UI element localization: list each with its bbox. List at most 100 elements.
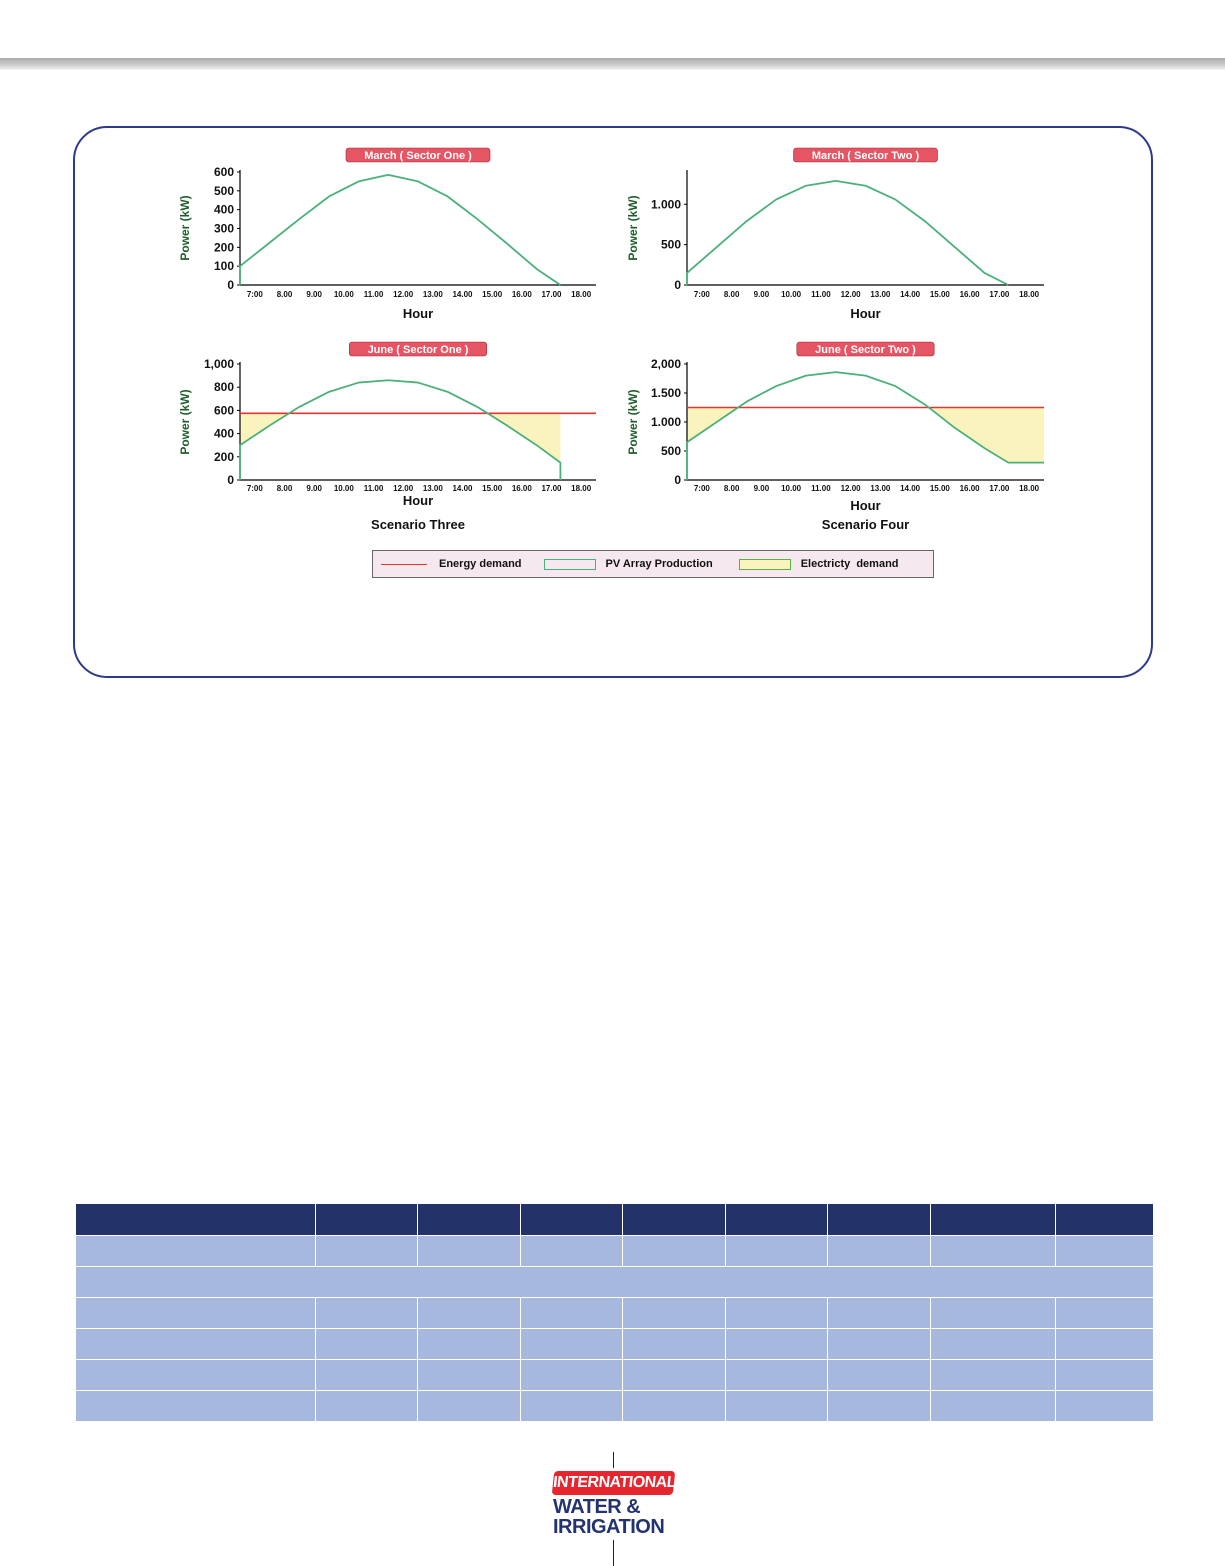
table-cell [1055,1235,1154,1267]
table-row [75,1390,1154,1422]
table-cell [417,1359,521,1391]
x-tick-label: 18.00 [571,290,592,299]
pv-production-line [686,179,1009,286]
y-tick-label: 1.000 [651,197,681,211]
table-cell [622,1390,726,1422]
x-tick-label: 18.00 [1019,290,1040,299]
legend-label: PV Array Production [605,558,713,570]
chart-subtitle: Scenario Three [371,517,465,532]
table-cell [725,1235,828,1267]
x-tick-label: 11.00 [811,484,831,493]
x-tick-label: 9.00 [754,484,770,493]
table-row [75,1328,1154,1360]
x-tick-label: 12.00 [393,484,414,493]
y-tick-label: 0 [227,278,234,292]
table-cell [827,1235,931,1267]
x-tick-label: 11.00 [364,290,384,299]
table-cell [827,1328,931,1360]
table-cell [75,1390,316,1422]
table-cell [520,1235,623,1267]
table-cell [622,1235,726,1267]
table-cell [930,1235,1056,1267]
table-cell [315,1359,418,1391]
x-tick-label: 18.00 [571,484,592,493]
table-cell [622,1359,726,1391]
x-axis-label: Hour [850,498,880,513]
table-cell [417,1297,521,1329]
table-cell [75,1328,316,1360]
table-cell [1055,1328,1154,1360]
legend-item-pv-production: PV Array Production [522,558,713,570]
x-axis-label: Hour [403,306,433,321]
y-axis-label: Power (kW) [178,195,192,260]
x-tick-label: 14.00 [452,484,473,493]
x-tick-label: 10.00 [781,484,802,493]
logo-divider-bottom [613,1540,614,1566]
y-axis-label: Power (kW) [626,195,640,260]
table-row-merged [75,1266,1154,1298]
page-header-bar [0,58,1225,70]
pv-production-line [239,173,561,286]
x-tick-label: 13.00 [870,484,891,493]
legend-item-energy-demand: Energy demand [373,558,522,570]
table-row [75,1235,1154,1267]
table-cell [930,1359,1056,1391]
x-tick-label: 7:00 [247,290,264,299]
chart-title-badge [793,147,938,163]
y-tick-label: 200 [214,240,234,254]
table-cell [315,1390,418,1422]
table-cell [75,1359,316,1391]
legend-swatch-red-line [381,563,427,565]
x-tick-label: 12.00 [841,484,862,493]
x-axis-label: Hour [850,306,880,321]
y-tick-label: 100 [214,259,234,273]
table-cell [930,1297,1056,1329]
x-tick-label: 14.00 [900,484,921,493]
table-cell [725,1328,828,1360]
legend-label: Energy demand [439,558,522,570]
logo-line-3: IRRIGATION [553,1516,665,1538]
y-tick-label: 400 [214,427,234,441]
x-tick-label: 16.00 [512,290,533,299]
table-cell [315,1235,418,1267]
x-tick-label: 17.00 [541,290,562,299]
legend-label: Electricty demand [800,558,899,570]
table-cell [930,1390,1056,1422]
table-cell [315,1297,418,1329]
x-tick-label: 17.00 [989,290,1010,299]
deficit-area-1 [487,413,561,480]
table-cell [75,1297,316,1329]
table-cell [75,1235,316,1267]
table-cell [827,1297,931,1329]
table-cell [1055,1297,1154,1329]
x-tick-label: 17.00 [541,484,562,493]
x-tick-label: 7:00 [694,290,711,299]
charts-canvas: 0 100 200 300 400 500 600 7:00 8.00 9.00 10.00 11.0… [178,147,1044,532]
x-tick-label: 9.00 [306,290,322,299]
x-tick-label: 10.00 [781,290,802,299]
figure-frame [73,126,1153,678]
deficit-area-1 [928,407,1044,463]
table-cell [725,1390,828,1422]
y-tick-label: 1.500 [651,386,681,400]
table-cell [520,1297,623,1329]
table-cell [1055,1390,1154,1422]
x-tick-label: 14.00 [900,290,921,299]
table-cell [417,1328,521,1360]
y-tick-label: 200 [214,450,234,464]
y-axis-label: Power (kW) [178,389,192,454]
table-header-cell [622,1203,726,1236]
chart-title: June ( Sector Two ) [815,344,916,356]
y-tick-label: 500 [214,184,234,198]
chart-title-badge [348,341,487,357]
table-header-row [75,1203,1154,1236]
x-tick-label: 13.00 [870,290,891,299]
y-tick-label: 0 [674,278,681,292]
x-tick-label: 18.00 [1019,484,1040,493]
table-cell [520,1359,623,1391]
table-header-cell [827,1203,931,1236]
x-tick-label: 7:00 [247,484,264,493]
table-cell [520,1390,623,1422]
table-header-cell [1055,1203,1154,1236]
x-tick-label: 8.00 [724,484,740,493]
